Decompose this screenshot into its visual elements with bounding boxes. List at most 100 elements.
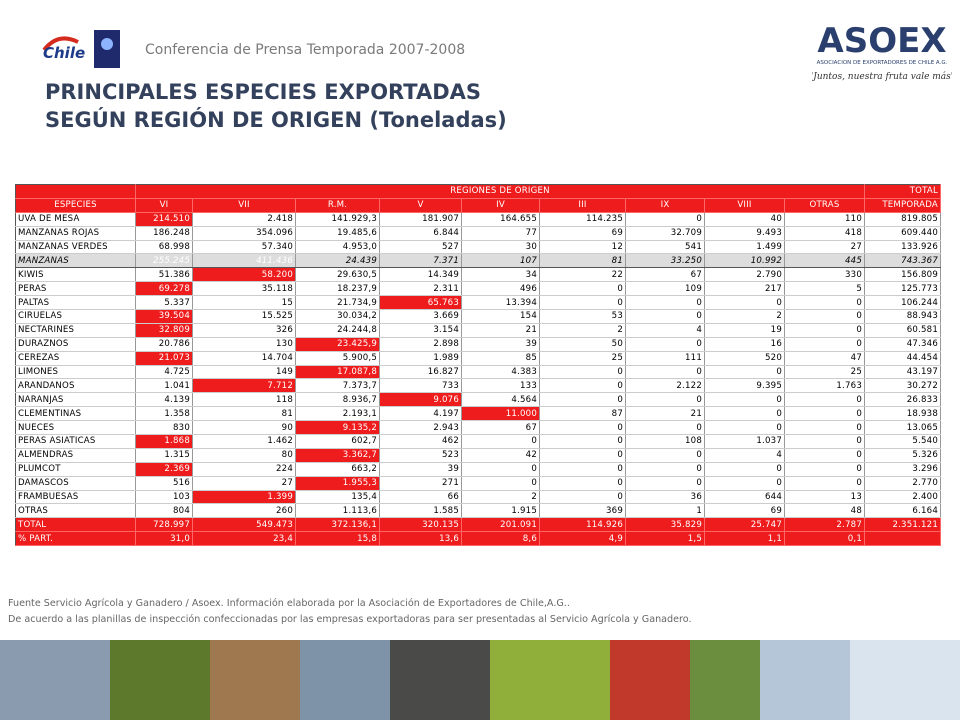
cell: 0: [784, 337, 865, 352]
cell: 135,4: [295, 490, 380, 505]
cell: 0: [625, 365, 705, 380]
cell: 1.989: [379, 351, 462, 366]
cell: 66: [379, 490, 462, 505]
cell: 1.041: [135, 378, 193, 394]
cell: 25.747: [704, 517, 785, 533]
row-label: PALTAS: [15, 295, 136, 311]
cell: 804: [135, 503, 193, 519]
cell: 130: [192, 337, 296, 352]
cell: 14.349: [379, 267, 462, 283]
table-row: % PART. 31,0 23,4 15,8 13,6 8,6 4,9 1,5 1,1 0,1: [15, 531, 941, 547]
cell: 88.943: [864, 309, 941, 324]
cell: 2.787: [784, 517, 865, 533]
cell: 30.034,2: [295, 309, 380, 324]
cell: 32.809: [135, 323, 193, 338]
cell: 201.091: [461, 517, 540, 533]
cell: 2.311: [379, 281, 462, 297]
column-header: IX: [625, 198, 705, 213]
column-header: V: [379, 198, 462, 213]
cell: 728.997: [135, 517, 193, 533]
cell: 39: [379, 462, 462, 477]
cell: 69.278: [135, 281, 193, 297]
cell: 3.669: [379, 309, 462, 324]
cell: 5: [784, 281, 865, 297]
row-label: KIWIS: [15, 267, 136, 283]
cell: 39.504: [135, 309, 193, 324]
cell: 25: [539, 351, 626, 366]
cell: 1.358: [135, 406, 193, 422]
row-label: LIMONES: [15, 365, 136, 380]
cell: 40: [704, 212, 785, 227]
cell: 609.440: [864, 226, 941, 241]
cell: 6.164: [864, 503, 941, 519]
cell: 1.955,3: [295, 476, 380, 491]
cell: 0: [539, 476, 626, 491]
cell: 21: [625, 406, 705, 422]
cell: 26.833: [864, 392, 941, 408]
cell: 30: [461, 240, 540, 255]
cell: 4.139: [135, 392, 193, 408]
cell: 24.244,8: [295, 323, 380, 338]
cell: 33.250: [625, 253, 705, 269]
cell: 0: [704, 406, 785, 422]
row-label: % PART.: [15, 531, 136, 547]
logo-name: ASOEX: [817, 22, 946, 61]
cell: 445: [784, 253, 865, 269]
photo: [300, 640, 390, 720]
cell: 20.786: [135, 337, 193, 352]
cell: 69: [539, 226, 626, 241]
cell: 164.655: [461, 212, 540, 227]
cell: 27: [192, 476, 296, 491]
cell: 5.900,5: [295, 351, 380, 366]
logo-text: Chile: [43, 44, 85, 62]
table-row: CEREZAS 21.073 14.704 5.900,5 1.989 85 25 111 52…: [15, 351, 941, 366]
cell: 0: [784, 462, 865, 477]
row-label: PERAS ASIATICAS: [15, 434, 136, 449]
row-label: NECTARINES: [15, 323, 136, 338]
logo-swoosh: [42, 36, 79, 52]
table-row: MANZANAS ROJAS 186.248 354.096 19.485,6 6.84…: [15, 226, 941, 241]
cell: 1: [625, 503, 705, 519]
cell: 154: [461, 309, 540, 324]
cell: 1.915: [461, 503, 540, 519]
cell: 462: [379, 434, 462, 449]
cell: 29.630,5: [295, 267, 380, 283]
photo: [490, 640, 610, 720]
cell: 0,1: [784, 531, 865, 547]
cell: 67: [625, 267, 705, 283]
cell: 1.399: [192, 490, 296, 505]
cell: 2.418: [192, 212, 296, 227]
logo-subtitle: ASOCIACION DE EXPORTADORES DE CHILE A.G.: [817, 60, 948, 66]
cell: 15,8: [295, 531, 380, 547]
cell: 0: [625, 462, 705, 477]
chile-logo: Chile: [42, 30, 120, 68]
cell: 81: [192, 406, 296, 422]
cell: 25: [784, 365, 865, 380]
cell: 1,5: [625, 531, 705, 547]
photo: [760, 640, 850, 720]
cell: 354.096: [192, 226, 296, 241]
asoex-logo: ASOEX ASOCIACION DE EXPORTADORES DE CHIL…: [812, 22, 952, 82]
cell: 2.369: [135, 462, 193, 477]
cell: 23.425,9: [295, 337, 380, 352]
cell: 1.499: [704, 240, 785, 255]
table-row: MANZANAS VERDES 68.998 57.340 4.953,0 527 30 1…: [15, 240, 941, 255]
cell: 156.809: [864, 267, 941, 283]
table-row: OTRAS 804 260 1.113,6 1.585 1.915 369 1 69 48 6.16…: [15, 503, 941, 519]
cell: 0: [539, 281, 626, 297]
cell: 5.540: [864, 434, 941, 449]
photo: [850, 640, 960, 720]
cell: 260: [192, 503, 296, 519]
cell: 1.462: [192, 434, 296, 449]
cell: 22: [539, 267, 626, 283]
table-row: DURAZNOS 20.786 130 23.425,9 2.898 39 50 0 16 0 47…: [15, 337, 941, 352]
cell: 36: [625, 490, 705, 505]
cell: 9.076: [379, 392, 462, 408]
cell: 326: [192, 323, 296, 338]
cell: 8,6: [461, 531, 540, 547]
cell: 418: [784, 226, 865, 241]
table-row: TOTAL 728.997 549.473 372.136,1 320.135 201.0…: [15, 517, 941, 533]
column-header: TEMPORADA: [864, 198, 941, 213]
cell: 0: [704, 462, 785, 477]
cell: 18.938: [864, 406, 941, 422]
